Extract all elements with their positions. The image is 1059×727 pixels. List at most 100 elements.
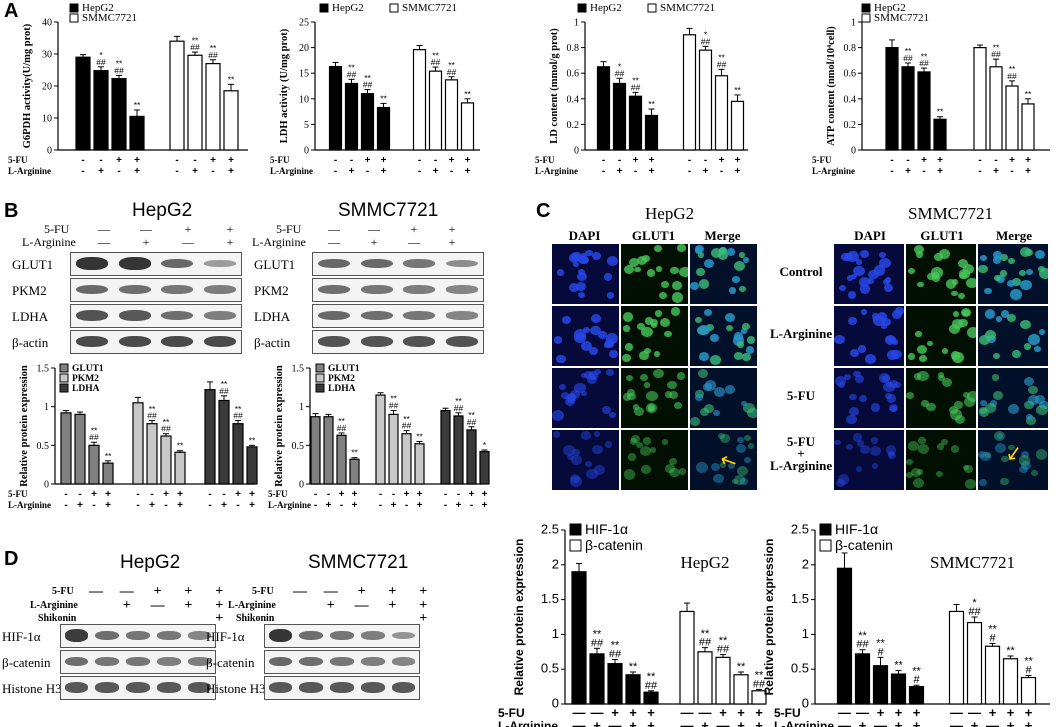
- bar: [169, 40, 185, 151]
- cell: [653, 245, 662, 253]
- cell: [646, 268, 656, 277]
- sign: —: [182, 235, 194, 249]
- cell: [742, 353, 751, 361]
- bar: [643, 691, 659, 705]
- cell: [627, 453, 637, 462]
- blot-band: [95, 657, 119, 666]
- treatment-sign: +: [1025, 166, 1031, 177]
- blot-band: [64, 656, 89, 667]
- treatment-sign: -: [314, 489, 317, 500]
- cell: [1009, 289, 1022, 300]
- sign: +: [142, 235, 150, 249]
- cell: [879, 252, 887, 259]
- cell: [713, 473, 724, 484]
- treatment-sign: -: [334, 166, 337, 177]
- cell: [569, 474, 580, 484]
- cell: [1034, 346, 1041, 352]
- cell: [641, 326, 653, 338]
- treatment-sign: +: [419, 598, 428, 613]
- legend-label: GLUT1: [328, 364, 360, 374]
- treatment-sign: -: [64, 500, 67, 511]
- cell: [853, 371, 861, 378]
- blot-band: [445, 285, 478, 294]
- cell: [625, 375, 633, 382]
- cell: [704, 380, 717, 391]
- cell: [915, 331, 922, 337]
- blot-strip-glut1: [70, 252, 242, 276]
- bar: [75, 56, 91, 151]
- blot-strip-hif: [264, 624, 420, 648]
- cell: [927, 340, 934, 347]
- y-tick-label: 0.4: [567, 94, 580, 105]
- legend-swatch: [59, 363, 69, 373]
- blot-band: [330, 631, 354, 640]
- blot-label-bcat: β-catenin: [2, 655, 51, 670]
- legend-swatch: [69, 13, 79, 23]
- wb-d2-larg-label: L-Arginine: [228, 600, 276, 611]
- cell: [847, 251, 860, 262]
- cell: [628, 257, 640, 268]
- cell: [608, 411, 616, 418]
- cell: [1018, 269, 1026, 277]
- blot-band: [445, 336, 478, 347]
- legend-swatch: [315, 363, 325, 373]
- treatment-sign: +: [1025, 718, 1033, 727]
- micro-row-label: Control: [779, 264, 823, 279]
- cell: [849, 393, 857, 401]
- significance-label: **: [338, 416, 345, 426]
- significance-label: *: [99, 50, 103, 60]
- legend-label: HIF-1α: [835, 521, 878, 537]
- legend-label: HIF-1α: [585, 521, 628, 537]
- blot-label-pkm2: PKM2: [12, 283, 47, 298]
- treatment-sign: +: [77, 500, 83, 511]
- treatment-sign: -: [334, 155, 337, 166]
- treatment-sign: +: [221, 500, 227, 511]
- treatment-label: L-Arginine: [268, 500, 311, 510]
- treatment-sign: -: [314, 500, 317, 511]
- treatment-sign: +: [381, 166, 387, 177]
- significance-label: **: [755, 670, 764, 682]
- bar: [310, 416, 321, 485]
- significance-label: ##: [701, 36, 711, 46]
- treatment-sign: +: [98, 166, 104, 177]
- treatment-sign: +: [349, 166, 355, 177]
- blot-band: [361, 631, 385, 640]
- treatment-sign: —: [699, 705, 712, 720]
- cell: [728, 287, 737, 295]
- blot-band: [403, 311, 436, 320]
- significance-label: **: [163, 417, 170, 427]
- cell: [690, 416, 700, 426]
- cell: [700, 407, 710, 417]
- blot-band: [268, 629, 293, 642]
- treatment-sign: +: [326, 598, 335, 613]
- cell: [880, 323, 887, 329]
- cell: [1035, 449, 1048, 460]
- blot-label-pkm2: PKM2: [254, 283, 289, 298]
- sign: —: [328, 222, 340, 236]
- sign: +: [226, 222, 234, 236]
- cell: [745, 346, 755, 354]
- cell: [997, 433, 1004, 439]
- treatment-sign: -: [720, 166, 723, 177]
- cell: [695, 316, 702, 323]
- legend-swatch: [819, 523, 832, 536]
- cell: [885, 445, 897, 455]
- cell: [892, 310, 902, 320]
- micro-col-label-glut1: GLUT1: [631, 228, 676, 243]
- panel-label-b: B: [4, 200, 19, 222]
- cell: [695, 461, 708, 473]
- treatment-sign: +: [877, 705, 885, 720]
- cell: [732, 335, 745, 347]
- cell: [993, 353, 1000, 360]
- cell: [942, 348, 949, 355]
- significance-label: **: [719, 635, 728, 647]
- micrograph-tile: [621, 244, 688, 304]
- blot-strip-bcat: [60, 650, 216, 674]
- cell: [985, 452, 992, 458]
- cell: [879, 257, 891, 269]
- bar: [682, 34, 697, 151]
- significance-label: ##: [190, 42, 200, 52]
- blot-band: [318, 258, 351, 269]
- bar: [414, 443, 425, 485]
